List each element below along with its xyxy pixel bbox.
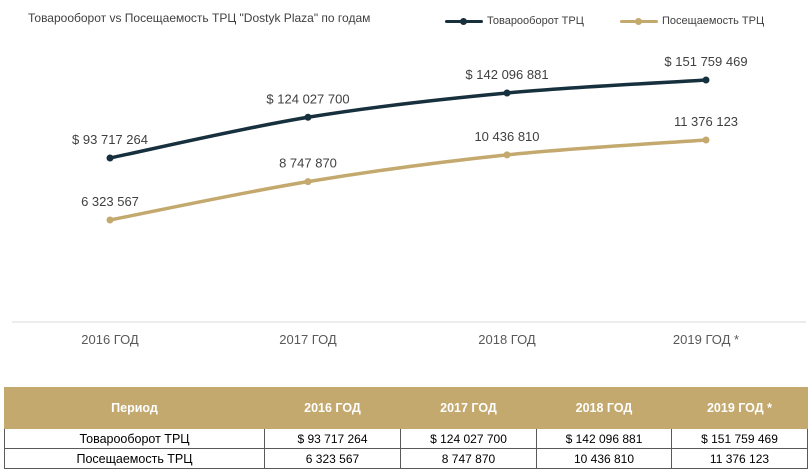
table-cell: $ 93 717 264 — [264, 428, 401, 449]
series-line-0 — [108, 78, 708, 160]
table-header-2019: 2019 ГОД * — [671, 387, 808, 429]
legend-swatch-attendance — [620, 15, 658, 27]
x-tick-label: 2017 ГОД — [279, 332, 337, 347]
data-point — [304, 178, 312, 186]
data-point — [304, 113, 312, 121]
data-label: $ 124 027 700 — [266, 91, 349, 106]
data-label: 6 323 567 — [81, 194, 139, 209]
data-label: 11 376 123 — [674, 114, 738, 129]
table-row-attendance: Посещаемость ТРЦ 6 323 567 8 747 870 10 … — [4, 448, 808, 469]
legend-item-attendance: Посещаемость ТРЦ — [620, 15, 764, 27]
table-cell: 6 323 567 — [264, 448, 401, 469]
data-point — [503, 89, 511, 97]
legend-label-attendance: Посещаемость ТРЦ — [662, 15, 765, 27]
line-chart-svg: 2016 ГОД 2017 ГОД 2018 ГОД 2019 ГОД * $ 93 7… — [12, 54, 806, 347]
table-header-2017: 2017 ГОД — [400, 387, 537, 429]
data-table: Период 2016 ГОД 2017 ГОД 2018 ГОД 2019 Г… — [4, 387, 808, 469]
table-cell: $ 142 096 881 — [536, 428, 672, 449]
x-tick-label: 2016 ГОД — [81, 332, 139, 347]
table-cell: 11 376 123 — [671, 448, 808, 469]
chart-title: Товарооборот vs Посещаемость ТРЦ "Dostyk… — [28, 11, 371, 25]
data-point — [503, 151, 511, 159]
table-cell: 10 436 810 — [536, 448, 672, 469]
chart-area: Товарооборот vs Посещаемость ТРЦ "Dostyk… — [12, 11, 806, 347]
x-tick-label: 2018 ГОД — [478, 332, 536, 347]
data-point — [702, 76, 710, 84]
table-row-label: Посещаемость ТРЦ — [4, 448, 265, 469]
legend-label-turnover: Товарооборот ТРЦ — [487, 15, 584, 27]
table-cell: 8 747 870 — [400, 448, 537, 469]
table-header-period: Период — [4, 387, 265, 429]
data-label: $ 151 759 469 — [664, 54, 747, 69]
data-point — [106, 154, 114, 162]
table-header-row: Период 2016 ГОД 2017 ГОД 2018 ГОД 2019 Г… — [4, 387, 808, 429]
data-label: $ 93 717 264 — [72, 132, 148, 147]
table-row-turnover: Товарооборот ТРЦ $ 93 717 264 $ 124 027 … — [4, 428, 808, 449]
x-tick-label: 2019 ГОД * — [673, 332, 739, 347]
data-label: 10 436 810 — [474, 129, 539, 144]
series-line-1 — [108, 138, 708, 222]
data-label: 8 747 870 — [279, 156, 337, 171]
data-label: $ 142 096 881 — [465, 67, 548, 82]
data-point — [702, 136, 710, 144]
table-cell: $ 124 027 700 — [400, 428, 537, 449]
table-row-label: Товарооборот ТРЦ — [4, 428, 265, 449]
table-header-2016: 2016 ГОД — [264, 387, 401, 429]
data-point — [106, 216, 114, 224]
table-cell: $ 151 759 469 — [671, 428, 808, 449]
table-header-2018: 2018 ГОД — [536, 387, 672, 429]
legend-swatch-turnover — [445, 15, 483, 27]
legend-item-turnover: Товарооборот ТРЦ — [445, 15, 584, 27]
